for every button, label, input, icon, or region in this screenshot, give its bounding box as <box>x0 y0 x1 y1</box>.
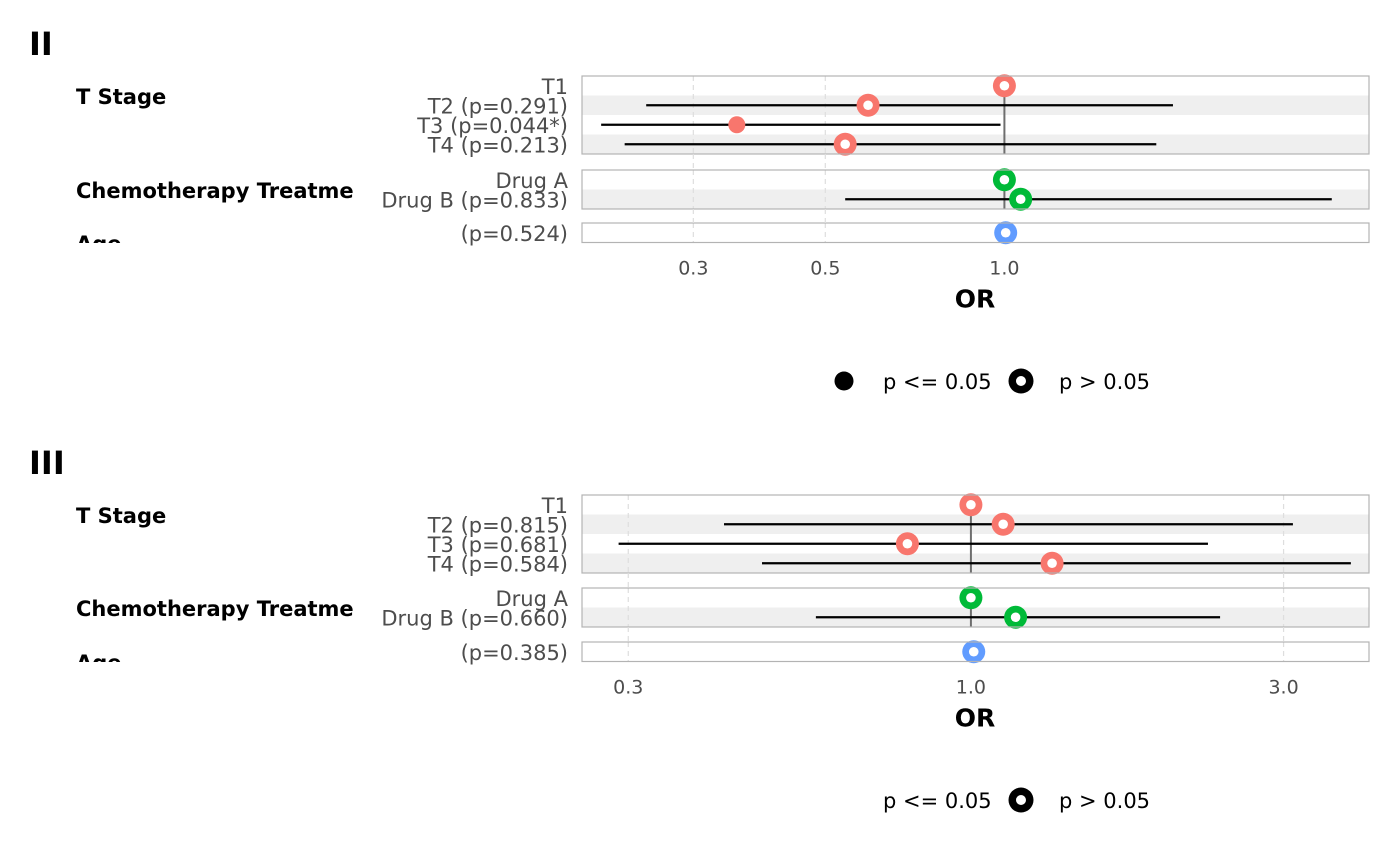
row-label: Drug B (p=0.833) <box>381 188 568 212</box>
group-label: Chemotherapy Treatme <box>76 179 354 203</box>
panel-frame <box>581 641 1370 663</box>
estimate-point-hole <box>863 100 873 111</box>
row-label: T1 <box>541 75 568 99</box>
legend: p <= 0.05 p > 0.05 <box>834 368 1150 394</box>
legend-key-open-hole <box>1016 376 1026 386</box>
table-row: T1 <box>541 74 1016 99</box>
row-label: T3 (p=0.681) <box>427 533 568 557</box>
legend-key-open-hole <box>1016 795 1026 805</box>
legend-key-filled <box>834 371 854 391</box>
estimate-point-hole <box>1000 227 1011 238</box>
row-label: T1 <box>541 494 568 518</box>
table-row: Drug B (p=0.833) <box>381 187 1332 212</box>
x-tick-label: 0.5 <box>810 258 840 280</box>
table-row: (p=0.524) <box>461 221 1018 246</box>
panel-frame <box>581 169 1370 210</box>
table-row: Drug A <box>496 168 1016 193</box>
group-label: Chemotherapy Treatme <box>76 597 354 621</box>
x-axis-title: OR <box>955 704 996 733</box>
row-label: (p=0.524) <box>461 222 568 246</box>
group-label: T Stage <box>76 85 166 109</box>
table-row: (p=0.385) <box>461 640 986 665</box>
panel-frame <box>581 494 1370 574</box>
x-tick-label: 1.0 <box>956 677 986 699</box>
row-label: Drug B (p=0.660) <box>381 606 568 630</box>
estimate-point-hole <box>1047 558 1057 569</box>
estimate-point-hole <box>840 139 850 150</box>
legend-label: p <= 0.05 <box>883 789 992 813</box>
legend-label: p > 0.05 <box>1059 789 1150 813</box>
group-age: Age (p=0.385) <box>76 640 1370 675</box>
row-label: T2 (p=0.291) <box>427 94 568 118</box>
panel-frame <box>581 75 1370 155</box>
table-row: T2 (p=0.291) <box>427 93 1173 118</box>
legend-label: p <= 0.05 <box>883 370 992 394</box>
table-row: T4 (p=0.213) <box>427 132 1157 157</box>
facet-title: II <box>29 25 53 63</box>
table-row: T3 (p=0.681) <box>427 532 1208 557</box>
x-axis-title: OR <box>955 285 996 314</box>
row-label: T4 (p=0.213) <box>427 133 568 157</box>
estimate-point-hole <box>999 174 1010 185</box>
group-label: Age <box>76 651 122 675</box>
x-tick-label: 3.0 <box>1268 677 1298 699</box>
group-age: Age (p=0.524) <box>76 221 1370 256</box>
x-tick-label: 1.0 <box>989 258 1019 280</box>
estimate-point-hole <box>999 80 1010 91</box>
x-tick-label: 0.3 <box>678 258 708 280</box>
legend: p <= 0.05 p > 0.05 <box>883 787 1150 813</box>
group-label: Age <box>76 232 122 256</box>
estimate-point-hole <box>968 646 979 657</box>
table-row: Drug B (p=0.660) <box>381 605 1221 630</box>
estimate-point-hole <box>966 592 976 603</box>
x-tick-label: 0.3 <box>613 677 643 699</box>
group-label: T Stage <box>76 504 166 528</box>
estimate-point <box>728 116 746 134</box>
estimate-point-hole <box>1010 612 1021 623</box>
row-label: T3 (p=0.044*) <box>416 114 568 138</box>
row-label: Drug A <box>496 169 569 193</box>
estimate-point-hole <box>998 519 1008 530</box>
estimate-point-hole <box>966 499 976 510</box>
row-label: Drug A <box>496 587 569 611</box>
row-label: (p=0.385) <box>461 641 568 665</box>
table-row: T4 (p=0.584) <box>427 551 1351 576</box>
row-label: T4 (p=0.584) <box>427 552 568 576</box>
estimate-point-hole <box>1015 194 1026 205</box>
table-row: T3 (p=0.044*) <box>416 114 1001 138</box>
row-label: T2 (p=0.815) <box>427 513 568 537</box>
table-row: T1 <box>541 493 983 518</box>
table-row: T2 (p=0.815) <box>427 512 1293 537</box>
table-row: Drug A <box>496 586 983 611</box>
panel-frame <box>581 587 1370 628</box>
estimate-point-hole <box>902 538 913 549</box>
facet-title: III <box>29 444 65 482</box>
panel-frame <box>581 222 1370 244</box>
legend-label: p > 0.05 <box>1059 370 1150 394</box>
